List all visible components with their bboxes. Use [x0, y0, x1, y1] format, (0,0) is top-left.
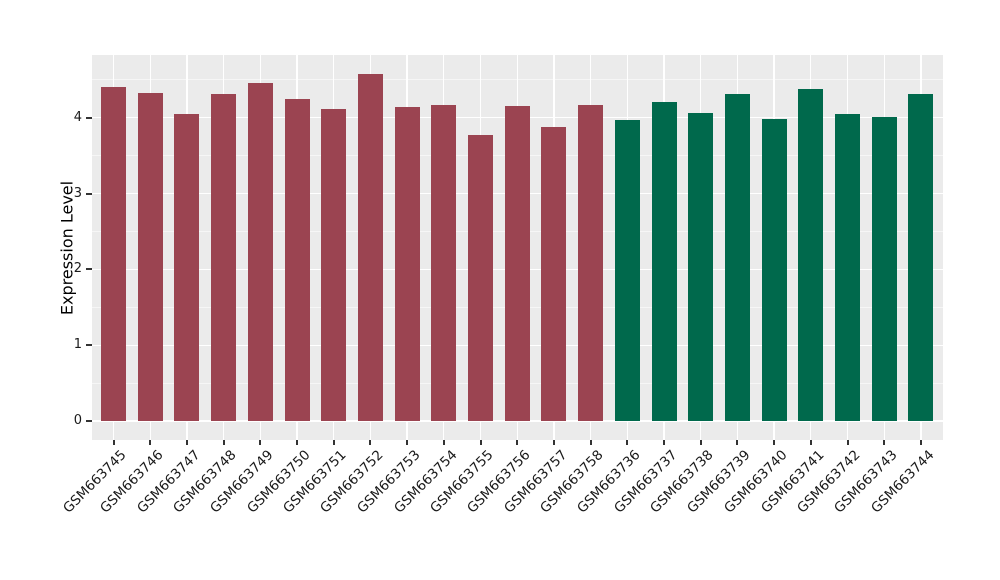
y-tick [86, 420, 92, 422]
bar-GSM663737 [651, 101, 677, 421]
bar-GSM663741 [798, 88, 824, 421]
y-tick [86, 268, 92, 271]
y-tick-label: 3 [73, 185, 82, 201]
x-tick [663, 440, 665, 445]
x-tick [479, 440, 482, 445]
x-tick [149, 440, 152, 445]
x-tick [699, 440, 702, 445]
x-tick [736, 440, 739, 445]
x-tick [846, 440, 849, 445]
bar-GSM663756 [504, 105, 530, 421]
bar-GSM663751 [321, 109, 347, 421]
y-tick-label: 1 [73, 337, 82, 353]
bar-GSM663752 [357, 73, 383, 421]
x-tick [259, 440, 262, 445]
x-tick [773, 440, 776, 445]
x-tick [552, 440, 555, 445]
x-tick [332, 440, 335, 445]
bar-GSM663743 [871, 117, 897, 421]
y-tick [86, 116, 92, 119]
plot-panel [92, 55, 943, 440]
bar-GSM663755 [468, 135, 493, 421]
bar-GSM663738 [688, 113, 714, 421]
y-tick [86, 344, 92, 347]
x-tick [516, 440, 519, 445]
x-tick [809, 440, 812, 445]
x-tick [442, 440, 445, 445]
bar-GSM663747 [174, 114, 200, 421]
bar-GSM663744 [908, 94, 934, 421]
bar-GSM663749 [247, 82, 273, 421]
x-tick [626, 440, 629, 445]
bar-GSM663742 [835, 114, 860, 421]
x-tick [883, 440, 886, 445]
bar-GSM663745 [101, 86, 126, 421]
bar-GSM663758 [578, 104, 604, 421]
x-tick [369, 440, 372, 445]
bar-GSM663750 [284, 98, 310, 421]
x-tick [919, 440, 922, 445]
y-tick-label: 4 [73, 109, 82, 125]
x-tick [112, 440, 115, 445]
y-tick [86, 192, 92, 195]
y-tick-label: 2 [73, 261, 82, 277]
x-tick [589, 440, 592, 445]
bar-GSM663753 [394, 107, 420, 421]
bar-GSM663740 [761, 119, 787, 421]
bar-GSM663748 [211, 93, 237, 421]
x-tick [185, 440, 188, 445]
x-tick [406, 440, 409, 445]
bar-GSM663736 [614, 120, 640, 421]
x-tick [222, 440, 225, 445]
y-tick-label: 0 [73, 413, 82, 428]
bar-GSM663739 [724, 94, 750, 421]
bar-GSM663757 [541, 126, 567, 421]
bar-GSM663754 [431, 104, 457, 421]
x-tick [296, 440, 298, 445]
bar-GSM663746 [137, 92, 163, 421]
